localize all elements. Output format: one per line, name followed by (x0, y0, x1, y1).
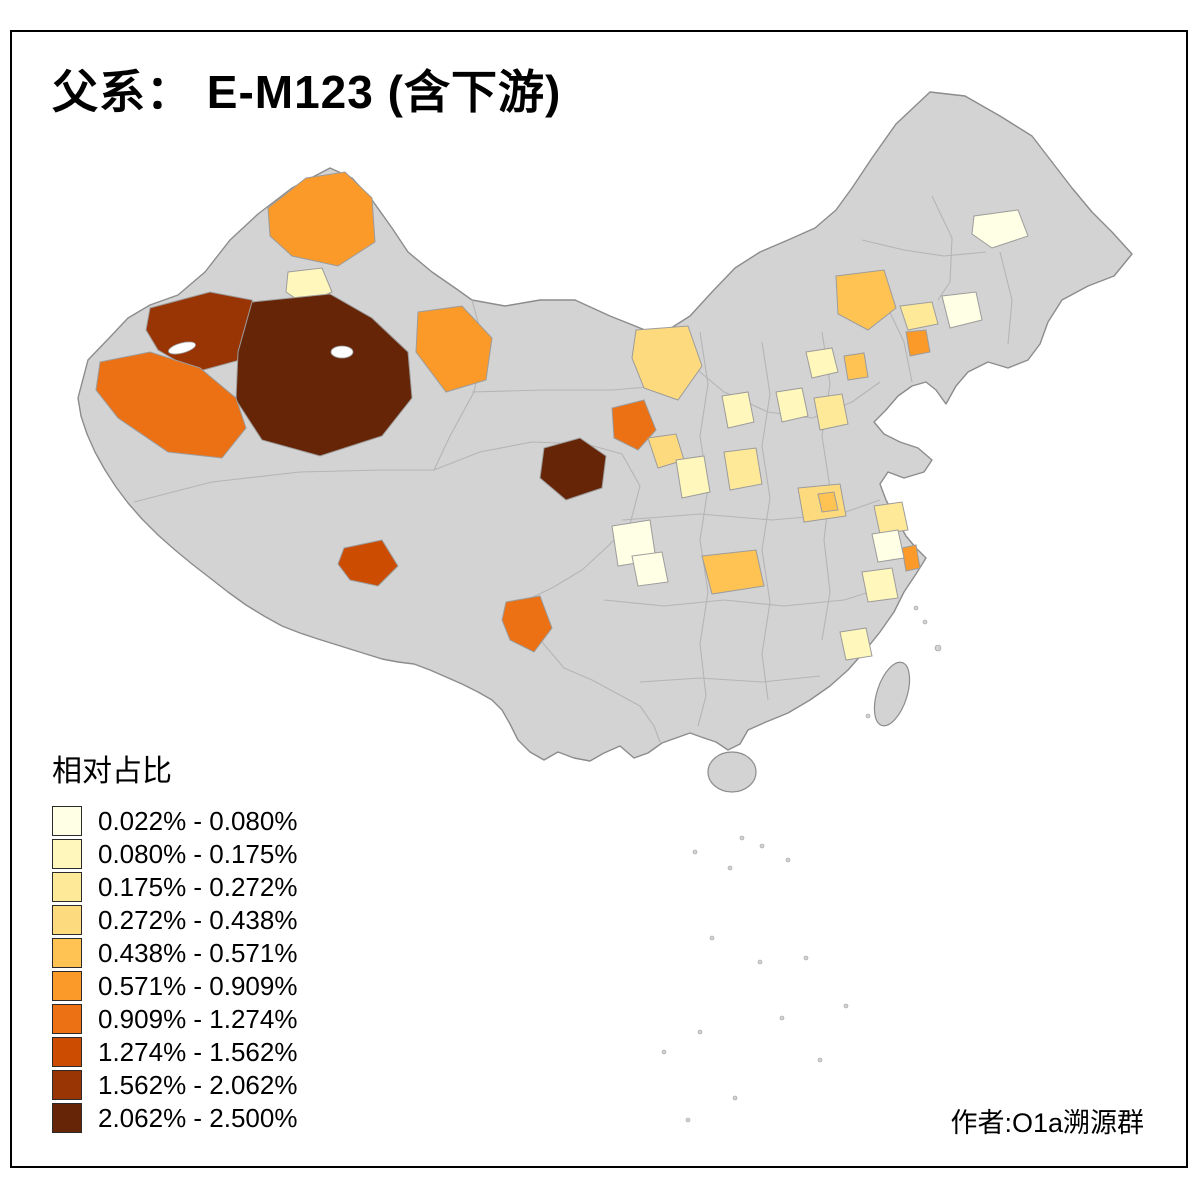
small-island (803, 955, 809, 961)
legend-item: 0.080% - 0.175% (52, 837, 297, 870)
map-region-shanghai (901, 544, 921, 572)
map-region-kashgar-hotan (95, 351, 247, 459)
legend-item: 0.175% - 0.272% (52, 870, 297, 903)
map-region-jilin-pale (941, 291, 983, 329)
small-island (843, 1003, 849, 1009)
small-islands (661, 605, 942, 1123)
small-island (727, 865, 733, 871)
map-region-fujian (839, 627, 873, 661)
legend-swatch (52, 838, 82, 869)
legend-label: 0.080% - 0.175% (98, 838, 298, 869)
map-region-north-xinjiang-altay (267, 171, 376, 267)
legend: 相对占比 0.022% - 0.080% 0.080% - 0.175% 0.175… (52, 746, 297, 1134)
map-region-sichuan-pale-2 (631, 551, 669, 587)
small-island (759, 843, 765, 849)
small-island (913, 605, 919, 611)
map-region-beijing (805, 347, 839, 379)
map-region-zhejiang-north (871, 529, 905, 563)
map-region-hebei (813, 393, 849, 431)
map-region-jiangsu (873, 501, 909, 535)
legend-swatch (52, 904, 82, 935)
legend-label: 1.274% - 1.562% (98, 1036, 298, 1067)
taiwan-island (873, 661, 911, 727)
small-island (739, 835, 745, 841)
small-island (779, 1015, 785, 1021)
map-region-qinghai-east (539, 437, 607, 501)
legend-swatch (52, 937, 82, 968)
legend-item: 1.562% - 2.062% (52, 1068, 297, 1101)
legend-swatch (52, 970, 82, 1001)
legend-item: 2.062% - 2.500% (52, 1101, 297, 1134)
lake-bosten (330, 345, 354, 359)
small-island (817, 1057, 823, 1063)
legend-item: 1.274% - 1.562% (52, 1035, 297, 1068)
legend-item: 0.022% - 0.080% (52, 804, 297, 837)
legend-swatch (52, 871, 82, 902)
legend-label: 1.562% - 2.062% (98, 1069, 298, 1100)
small-island (661, 1049, 667, 1055)
small-island (709, 935, 715, 941)
legend-label: 0.272% - 0.438% (98, 904, 298, 935)
small-island (757, 959, 763, 965)
author-credit: 作者:O1a溯源群 (950, 1108, 1144, 1138)
legend-swatch (52, 1003, 82, 1034)
legend-label: 0.438% - 0.571% (98, 937, 298, 968)
legend-swatch (52, 1069, 82, 1100)
small-island (865, 713, 871, 719)
map-region-liaoning-pale (899, 301, 939, 331)
legend-label: 2.062% - 2.500% (98, 1102, 298, 1133)
small-island (922, 619, 928, 625)
map-region-shanxi (775, 387, 809, 423)
lakes (168, 341, 354, 359)
large-islands (707, 661, 911, 793)
legend-item: 0.272% - 0.438% (52, 903, 297, 936)
map-region-henan-south (701, 549, 765, 595)
map-region-gansu-west (631, 325, 703, 401)
map-region-heilongjiang (971, 209, 1029, 249)
small-island (685, 1117, 691, 1123)
map-region-shanxi-north (721, 391, 755, 429)
legend-item: 0.571% - 0.909% (52, 969, 297, 1002)
small-island (785, 857, 791, 863)
legend-item: 0.909% - 1.274% (52, 1002, 297, 1035)
small-island (732, 1095, 738, 1101)
legend-label: 0.571% - 0.909% (98, 970, 298, 1001)
map-region-shenyang (905, 329, 931, 357)
small-island (697, 1029, 703, 1035)
legend-swatch (52, 1102, 82, 1133)
page-title: 父系： E-M123 (含下游) (52, 66, 562, 118)
map-region-lanzhou (611, 399, 657, 451)
map-region-shaanxi-north (723, 447, 763, 491)
map-region-hami (415, 305, 493, 393)
small-island (934, 644, 942, 652)
legend-item: 0.438% - 0.571% (52, 936, 297, 969)
map-region-ningxia (675, 455, 711, 499)
legend-items: 0.022% - 0.080% 0.080% - 0.175% 0.175% - 0… (52, 804, 297, 1134)
small-island (692, 849, 698, 855)
legend-label: 0.909% - 1.274% (98, 1003, 298, 1034)
legend-swatch (52, 805, 82, 836)
legend-swatch (52, 1036, 82, 1067)
map-region-yunnan-nw (501, 595, 553, 653)
map-region-zhejiang-south (861, 567, 899, 603)
map-region-lhasa (337, 539, 399, 587)
legend-label: 0.175% - 0.272% (98, 871, 298, 902)
map-region-inner-mongolia (835, 269, 897, 331)
legend-label: 0.022% - 0.080% (98, 805, 298, 836)
map-region-xian-center (817, 491, 839, 513)
lake-ebinur (168, 341, 196, 355)
legend-title: 相对占比 (52, 755, 172, 788)
map-region-tianjin (843, 352, 869, 381)
hainan-island (707, 751, 757, 793)
map-region-tarim-bayingolin (235, 293, 413, 457)
colored-regions (95, 171, 1029, 661)
